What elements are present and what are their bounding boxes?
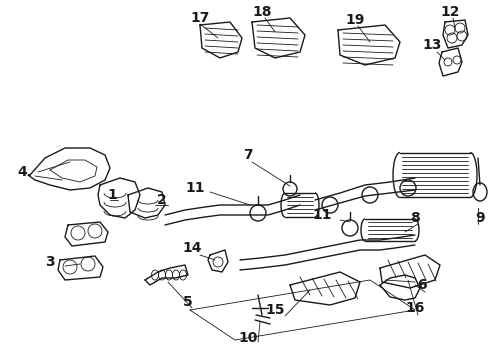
Text: 16: 16 (405, 301, 425, 315)
Text: 11: 11 (185, 181, 205, 195)
Text: 15: 15 (265, 303, 285, 317)
Text: 14: 14 (182, 241, 202, 255)
Text: 2: 2 (157, 193, 167, 207)
Text: 13: 13 (422, 38, 441, 52)
Text: 11: 11 (312, 208, 332, 222)
Text: 8: 8 (410, 211, 420, 225)
Text: 6: 6 (417, 278, 427, 292)
Text: 18: 18 (252, 5, 272, 19)
Text: 3: 3 (45, 255, 55, 269)
Text: 7: 7 (243, 148, 253, 162)
Text: 12: 12 (440, 5, 460, 19)
Text: 9: 9 (475, 211, 485, 225)
Text: 4: 4 (17, 165, 27, 179)
Text: 19: 19 (345, 13, 365, 27)
Text: 1: 1 (107, 188, 117, 202)
Text: 10: 10 (238, 331, 258, 345)
Text: 17: 17 (190, 11, 210, 25)
Text: 5: 5 (183, 295, 193, 309)
